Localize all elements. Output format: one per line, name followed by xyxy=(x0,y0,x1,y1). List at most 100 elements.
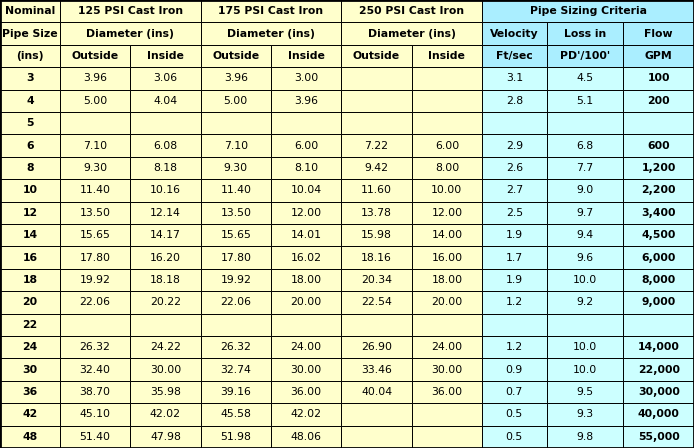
Text: 7.10: 7.10 xyxy=(223,141,248,151)
Bar xyxy=(482,22,547,45)
Text: 9.8: 9.8 xyxy=(577,432,593,442)
Bar xyxy=(482,179,547,202)
Text: 18.18: 18.18 xyxy=(150,275,181,285)
Bar xyxy=(482,157,547,179)
Bar xyxy=(271,358,341,381)
Bar xyxy=(341,179,412,202)
Bar xyxy=(547,90,623,112)
Text: 8,000: 8,000 xyxy=(642,275,676,285)
Text: 10.0: 10.0 xyxy=(573,342,597,352)
Bar xyxy=(623,179,694,202)
Bar xyxy=(482,246,547,269)
Text: 9.4: 9.4 xyxy=(577,230,593,240)
Bar xyxy=(412,381,482,403)
Bar xyxy=(547,22,623,45)
Bar xyxy=(412,179,482,202)
Bar xyxy=(341,0,482,22)
Bar xyxy=(201,45,271,67)
Bar xyxy=(623,134,694,157)
Bar xyxy=(60,246,130,269)
Text: 16.02: 16.02 xyxy=(291,253,321,263)
Bar xyxy=(547,179,623,202)
Bar xyxy=(412,314,482,336)
Bar xyxy=(130,202,201,224)
Text: 10.00: 10.00 xyxy=(431,185,462,195)
Bar xyxy=(623,358,694,381)
Bar xyxy=(201,381,271,403)
Text: Diameter (ins): Diameter (ins) xyxy=(86,29,174,39)
Bar xyxy=(547,202,623,224)
Text: 39.16: 39.16 xyxy=(221,387,251,397)
Bar xyxy=(60,269,130,291)
Text: 16: 16 xyxy=(22,253,37,263)
Text: 2.9: 2.9 xyxy=(506,141,523,151)
Text: 26.32: 26.32 xyxy=(80,342,110,352)
Text: 8.18: 8.18 xyxy=(153,163,178,173)
Bar xyxy=(0,179,60,202)
Text: 9.30: 9.30 xyxy=(223,163,248,173)
Bar xyxy=(271,246,341,269)
Bar xyxy=(0,358,60,381)
Bar xyxy=(623,157,694,179)
Text: 45.58: 45.58 xyxy=(221,409,251,419)
Bar xyxy=(60,45,130,67)
Text: 1.7: 1.7 xyxy=(506,253,523,263)
Text: 15.65: 15.65 xyxy=(80,230,110,240)
Bar xyxy=(623,246,694,269)
Bar xyxy=(60,403,130,426)
Bar xyxy=(130,426,201,448)
Bar xyxy=(130,224,201,246)
Bar xyxy=(412,358,482,381)
Bar xyxy=(130,269,201,291)
Bar xyxy=(482,291,547,314)
Text: 32.40: 32.40 xyxy=(80,365,110,375)
Text: 5.00: 5.00 xyxy=(223,96,248,106)
Text: 1,200: 1,200 xyxy=(641,163,676,173)
Text: 16.20: 16.20 xyxy=(150,253,181,263)
Text: 20: 20 xyxy=(22,297,37,307)
Text: Outside: Outside xyxy=(353,51,400,61)
Bar xyxy=(271,426,341,448)
Bar xyxy=(623,269,694,291)
Bar xyxy=(271,202,341,224)
Bar xyxy=(271,269,341,291)
Text: 3.96: 3.96 xyxy=(223,73,248,83)
Text: 3.00: 3.00 xyxy=(294,73,319,83)
Bar xyxy=(130,157,201,179)
Bar xyxy=(482,336,547,358)
Text: 8.00: 8.00 xyxy=(434,163,459,173)
Bar xyxy=(482,403,547,426)
Bar xyxy=(0,246,60,269)
Text: 6,000: 6,000 xyxy=(641,253,676,263)
Text: Flow: Flow xyxy=(645,29,673,39)
Bar xyxy=(0,269,60,291)
Bar xyxy=(412,202,482,224)
Text: 17.80: 17.80 xyxy=(220,253,251,263)
Bar xyxy=(341,157,412,179)
Text: 9.3: 9.3 xyxy=(577,409,593,419)
Bar xyxy=(547,67,623,90)
Bar xyxy=(130,336,201,358)
Bar xyxy=(547,358,623,381)
Text: 200: 200 xyxy=(648,96,670,106)
Text: 48.06: 48.06 xyxy=(291,432,321,442)
Text: 0.5: 0.5 xyxy=(506,409,523,419)
Bar xyxy=(412,112,482,134)
Text: 20.00: 20.00 xyxy=(291,297,322,307)
Bar xyxy=(0,314,60,336)
Bar xyxy=(271,134,341,157)
Text: 14: 14 xyxy=(22,230,37,240)
Text: 42: 42 xyxy=(22,409,37,419)
Bar xyxy=(0,403,60,426)
Bar xyxy=(623,403,694,426)
Text: Inside: Inside xyxy=(288,51,325,61)
Bar xyxy=(201,112,271,134)
Text: 9.42: 9.42 xyxy=(364,163,389,173)
Text: 4.04: 4.04 xyxy=(153,96,178,106)
Bar xyxy=(201,246,271,269)
Text: 19.92: 19.92 xyxy=(80,275,110,285)
Bar xyxy=(341,134,412,157)
Text: 0.9: 0.9 xyxy=(506,365,523,375)
Bar xyxy=(60,224,130,246)
Text: 2.8: 2.8 xyxy=(506,96,523,106)
